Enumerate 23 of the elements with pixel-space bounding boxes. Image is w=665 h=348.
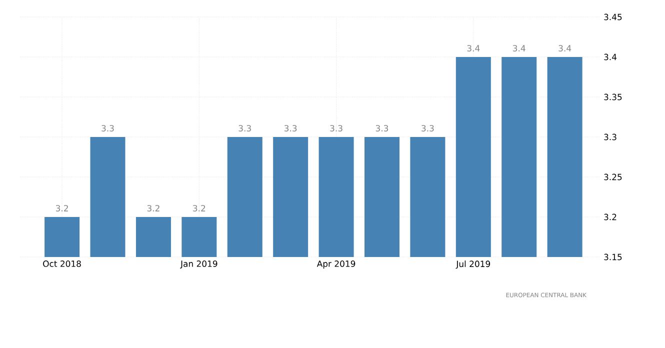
data-label: 3.3 <box>422 125 434 132</box>
data-label: 3.2 <box>193 205 206 212</box>
data-label: 3.2 <box>56 205 68 212</box>
y-tick-label: 3.2 <box>604 214 616 220</box>
x-tick-label: Jul 2019 <box>456 260 490 269</box>
data-label: 3.3 <box>284 125 297 132</box>
data-label: 3.2 <box>147 205 160 212</box>
data-label: 3.3 <box>238 125 251 132</box>
x-tick-label: Jan 2019 <box>180 260 218 269</box>
x-tick-label: Apr 2019 <box>316 260 356 269</box>
data-label: 3.4 <box>558 45 572 52</box>
data-label: 3.3 <box>330 125 342 132</box>
y-tick-label: 3.4 <box>604 54 617 60</box>
data-label: 3.4 <box>467 45 480 52</box>
data-label: 3.4 <box>513 45 526 52</box>
data-label: 3.3 <box>102 125 114 132</box>
y-tick-label: 3.15 <box>604 254 622 260</box>
y-tick-label: 3.25 <box>604 174 622 180</box>
y-tick-label: 3.35 <box>604 94 622 100</box>
x-tick-label: Oct 2018 <box>43 260 81 267</box>
y-tick-label: 3.3 <box>604 134 616 140</box>
y-tick-label: 3.45 <box>604 14 622 20</box>
data-label: 3.3 <box>376 125 388 132</box>
